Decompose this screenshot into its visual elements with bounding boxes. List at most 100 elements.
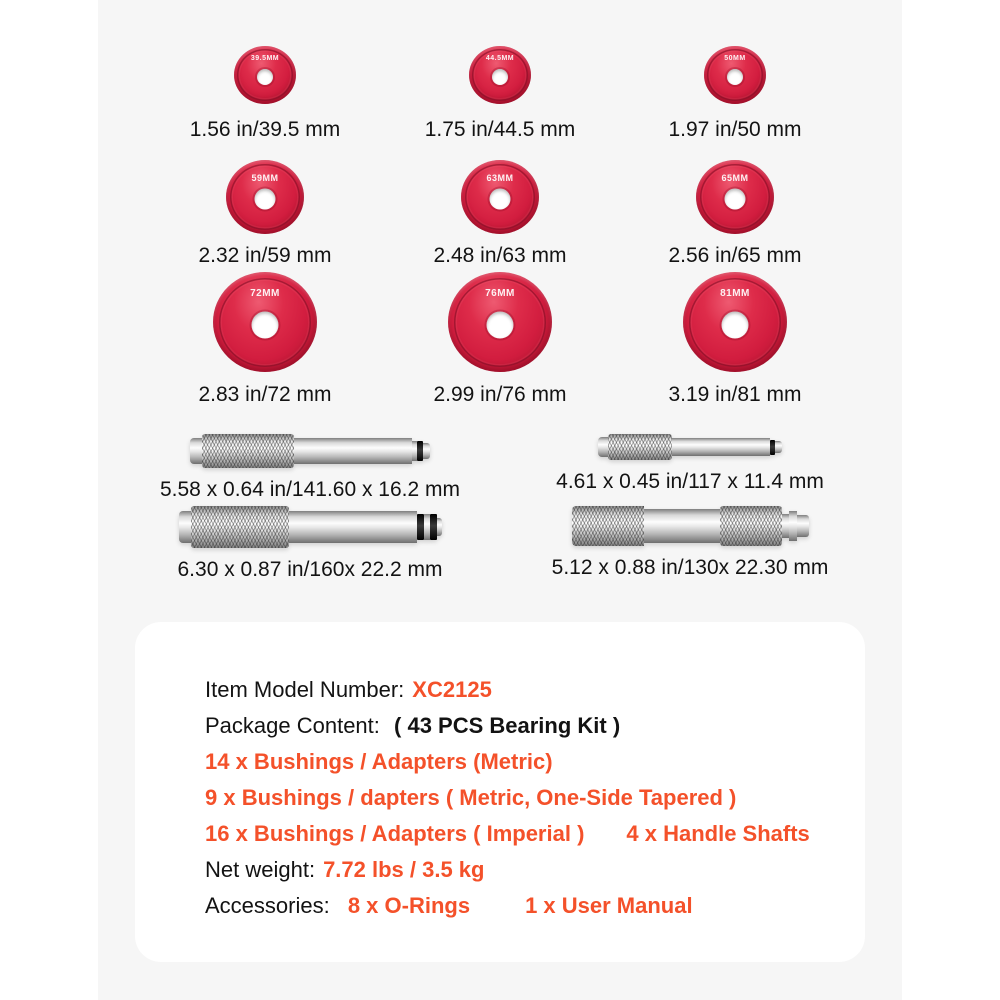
disc-engraving: 44.5MM — [485, 54, 515, 62]
content-metric-line: 14 x Bushings / Adapters (Metric) — [205, 744, 825, 780]
shaft-row-thick: 6.30 x 0.87 in/160x 22.2 mm 5.12 x 0.88 … — [98, 506, 902, 582]
disc-cell: 65MM 2.56 in/65 mm — [618, 160, 853, 268]
net-weight-value: 7.72 lbs / 3.5 kg — [323, 857, 485, 882]
shaft-row-thin: 5.58 x 0.64 in/141.60 x 16.2 mm 4.61 x 0… — [98, 434, 902, 502]
disc-center-hole — [486, 311, 514, 339]
disc-center-hole — [721, 311, 749, 339]
disc-engraving: 39.5MM — [250, 54, 280, 62]
handle-shaft-130mm — [571, 506, 809, 546]
disc-cell: 50MM 1.97 in/50 mm — [618, 46, 853, 142]
shaft-end-cap — [190, 438, 202, 464]
disc-size-caption: 2.99 in/76 mm — [433, 383, 567, 406]
disc-size-caption: 1.75 in/44.5 mm — [424, 118, 576, 141]
shaft-knurled-grip — [571, 506, 644, 546]
shaft-size-caption: 4.61 x 0.45 in/117 x 11.4 mm — [556, 470, 824, 493]
accessories-orings-value: 8 x O-Rings — [347, 893, 471, 918]
disc-size-caption: 3.19 in/81 mm — [668, 383, 802, 406]
net-weight-label: Net weight: — [205, 857, 316, 882]
disc-engraving: 76MM — [485, 288, 515, 299]
shaft-neck — [781, 514, 789, 538]
model-number-label: Item Model Number: — [205, 677, 405, 702]
model-number-value: XC2125 — [412, 677, 492, 702]
package-content-line: Package Content: ( 43 PCS Bearing Kit ) — [205, 708, 825, 744]
net-weight-line: Net weight: 7.72 lbs / 3.5 kg — [205, 852, 825, 888]
package-content-label: Package Content: — [205, 713, 387, 738]
disc-engraving: 50MM — [724, 54, 746, 62]
model-number-line: Item Model Number: XC2125 — [205, 672, 825, 708]
disc-row-medium: 59MM 2.32 in/59 mm 63MM 2.48 in/63 mm 65… — [98, 160, 902, 268]
shaft-cell: 4.61 x 0.45 in/117 x 11.4 mm — [520, 434, 860, 502]
bushing-disc-50mm: 50MM — [704, 46, 766, 104]
content-imperial-value: 16 x Bushings / Adapters ( Imperial ) — [205, 821, 585, 846]
shaft-tip — [436, 518, 442, 536]
accessories-line: Accessories: 8 x O-Rings 1 x User Manual — [205, 888, 825, 924]
disc-cell: 72MM 2.83 in/72 mm — [148, 272, 383, 407]
disc-cell: 44.5MM 1.75 in/44.5 mm — [383, 46, 618, 142]
shaft-knurled-grip — [190, 506, 289, 548]
shaft-o-ring — [429, 514, 437, 540]
bushing-disc-72mm: 72MM — [213, 272, 317, 372]
product-showcase-canvas: 39.5MM 1.56 in/39.5 mm 44.5MM 1.75 in/44… — [98, 0, 902, 1000]
shaft-knurled-grip — [608, 434, 672, 460]
accessories-manual-value: 1 x User Manual — [525, 893, 693, 918]
disc-engraving: 65MM — [721, 172, 749, 183]
disc-engraving: 72MM — [250, 288, 280, 299]
disc-size-caption: 2.48 in/63 mm — [433, 244, 567, 267]
disc-engraving: 63MM — [486, 172, 514, 183]
shaft-o-ring — [417, 441, 423, 461]
product-details-card: Item Model Number: XC2125 Package Conten… — [135, 622, 865, 962]
handle-shafts-value: 4 x Handle Shafts — [626, 821, 810, 846]
shaft-rod — [672, 438, 770, 456]
shaft-flange-ring — [788, 511, 797, 541]
shaft-cell: 5.12 x 0.88 in/130x 22.30 mm — [520, 506, 860, 582]
disc-cell: 59MM 2.32 in/59 mm — [148, 160, 383, 268]
content-metric-value: 14 x Bushings / Adapters (Metric) — [205, 749, 553, 774]
disc-row-small: 39.5MM 1.56 in/39.5 mm 44.5MM 1.75 in/44… — [98, 46, 902, 142]
disc-center-hole — [724, 188, 746, 210]
disc-cell: 81MM 3.19 in/81 mm — [618, 272, 853, 407]
shaft-rod — [288, 511, 417, 543]
bushing-disc-76mm: 76MM — [448, 272, 552, 372]
bushing-disc-44-5mm: 44.5MM — [469, 46, 531, 104]
disc-center-hole — [727, 68, 743, 85]
shaft-tip — [775, 441, 782, 453]
handle-shaft-160mm — [178, 506, 442, 548]
handle-shaft-141mm — [190, 434, 430, 468]
shaft-size-caption: 5.12 x 0.88 in/130x 22.30 mm — [551, 556, 829, 579]
shaft-tip — [796, 515, 809, 537]
shaft-size-caption: 6.30 x 0.87 in/160x 22.2 mm — [177, 558, 443, 581]
disc-center-hole — [492, 68, 508, 85]
disc-center-hole — [489, 188, 511, 210]
disc-size-caption: 2.56 in/65 mm — [668, 244, 802, 267]
shaft-neck — [412, 441, 417, 461]
bushing-disc-63mm: 63MM — [461, 160, 539, 234]
shaft-o-ring — [770, 439, 775, 455]
disc-engraving: 59MM — [251, 172, 279, 183]
disc-cell: 39.5MM 1.56 in/39.5 mm — [148, 46, 383, 142]
shaft-cell: 6.30 x 0.87 in/160x 22.2 mm — [140, 506, 480, 582]
disc-cell: 63MM 2.48 in/63 mm — [383, 160, 618, 268]
content-tapered-value: 9 x Bushings / dapters ( Metric, One-Sid… — [205, 785, 737, 810]
accessories-label: Accessories: — [205, 893, 336, 918]
disc-center-hole — [254, 188, 276, 210]
bushing-disc-39-5mm: 39.5MM — [234, 46, 296, 104]
content-tapered-line: 9 x Bushings / dapters ( Metric, One-Sid… — [205, 780, 825, 816]
content-imperial-line: 16 x Bushings / Adapters ( Imperial ) 4 … — [205, 816, 825, 852]
bushing-disc-65mm: 65MM — [696, 160, 774, 234]
shaft-end-cap — [598, 437, 608, 457]
bushing-disc-81mm: 81MM — [683, 272, 787, 372]
shaft-o-ring — [416, 514, 424, 540]
disc-cell: 76MM 2.99 in/76 mm — [383, 272, 618, 407]
disc-size-caption: 1.56 in/39.5 mm — [189, 118, 341, 141]
shaft-tip — [423, 443, 430, 459]
disc-center-hole — [251, 311, 279, 339]
disc-engraving: 81MM — [720, 288, 750, 299]
shaft-knurled-grip — [719, 506, 782, 546]
shaft-size-caption: 5.58 x 0.64 in/141.60 x 16.2 mm — [159, 478, 461, 501]
shaft-rod — [643, 509, 720, 543]
shaft-end-cap — [178, 511, 191, 543]
shaft-groove-spacer — [423, 514, 430, 540]
disc-size-caption: 1.97 in/50 mm — [668, 118, 802, 141]
disc-center-hole — [257, 68, 273, 85]
